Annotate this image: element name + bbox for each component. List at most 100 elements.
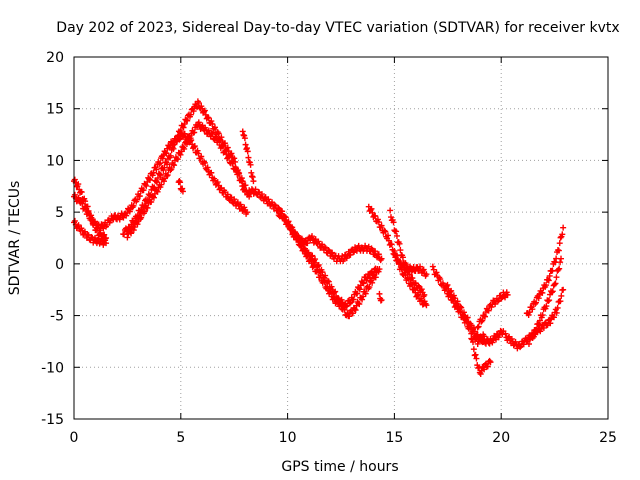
data-point [231,196,238,203]
data-point [382,228,389,235]
plot-frame [73,56,609,420]
data-point [242,182,249,189]
data-point [384,232,391,239]
data-point [550,314,557,321]
data-point [376,266,383,273]
x-tick-label: 15 [385,430,403,446]
data-point [447,288,454,295]
data-point [536,321,543,328]
data-point [194,147,201,154]
data-point [242,141,249,148]
data-point [143,182,150,189]
data-point [529,306,536,313]
data-point [161,178,168,185]
data-point [161,164,168,171]
data-point [381,227,388,234]
data-point [150,194,157,201]
data-point [560,286,567,293]
data-point [473,355,480,362]
data-point [504,291,511,298]
data-point [544,276,551,283]
data-point [181,130,188,137]
data-point [482,313,489,320]
data-point [526,309,533,316]
data-point [92,218,99,225]
data-point [359,296,366,303]
data-point [311,261,318,268]
data-point [153,166,160,173]
data-point [479,317,486,324]
data-point [468,335,475,342]
data-point [420,266,427,273]
data-point [557,259,564,266]
data-point [477,371,484,378]
data-point [195,150,202,157]
data-point [200,108,207,115]
data-point [492,301,499,308]
data-point [349,310,356,317]
data-point [195,99,202,106]
x-tick-label: 20 [492,430,510,446]
data-point [244,209,251,216]
data-point [269,199,276,206]
data-point [470,346,477,353]
data-point [376,290,383,297]
data-point [448,287,455,294]
data-point [180,124,187,131]
data-point [310,262,317,269]
data-point [510,342,517,349]
data-point [487,359,494,366]
data-point [245,154,252,161]
data-point [546,297,553,304]
data-point [212,133,219,140]
data-point [543,303,550,310]
data-point [232,164,239,171]
data-point [171,162,178,169]
data-point [131,224,138,231]
data-point [415,282,422,289]
data-point [215,130,222,137]
data-point [249,174,256,181]
data-point [525,311,532,318]
data-point [481,366,488,373]
data-point [423,271,430,278]
y-tick-label: 15 [46,102,64,118]
data-point [341,256,348,263]
data-point [512,338,519,345]
data-point [553,274,560,281]
data-point [193,103,200,110]
data-point [191,129,198,136]
data-point [385,237,392,244]
x-tick-label: 0 [70,430,79,446]
data-point [222,147,229,154]
data-point [539,289,546,296]
data-point [339,253,346,260]
data-point [423,302,430,309]
data-point [375,251,382,258]
y-tick-label: -10 [41,360,64,376]
data-point [560,224,567,231]
y-tick-label: 5 [55,205,64,221]
data-point [321,278,328,285]
data-point [450,292,457,299]
data-point [535,295,542,302]
data-point [148,198,155,205]
data-point [362,290,369,297]
data-point [144,204,151,211]
data-point [372,274,379,281]
data-point [239,178,246,185]
x-axis-label: GPS time / hours [281,459,398,475]
data-point [288,227,295,234]
data-point [472,351,479,358]
data-point [329,249,336,256]
data-point [514,345,521,352]
data-point [314,266,321,273]
data-point [378,255,385,262]
data-point [396,258,403,265]
data-point [554,304,561,311]
data-point [287,223,294,230]
data-point [394,252,401,259]
data-point [247,161,254,168]
data-point [393,228,400,235]
